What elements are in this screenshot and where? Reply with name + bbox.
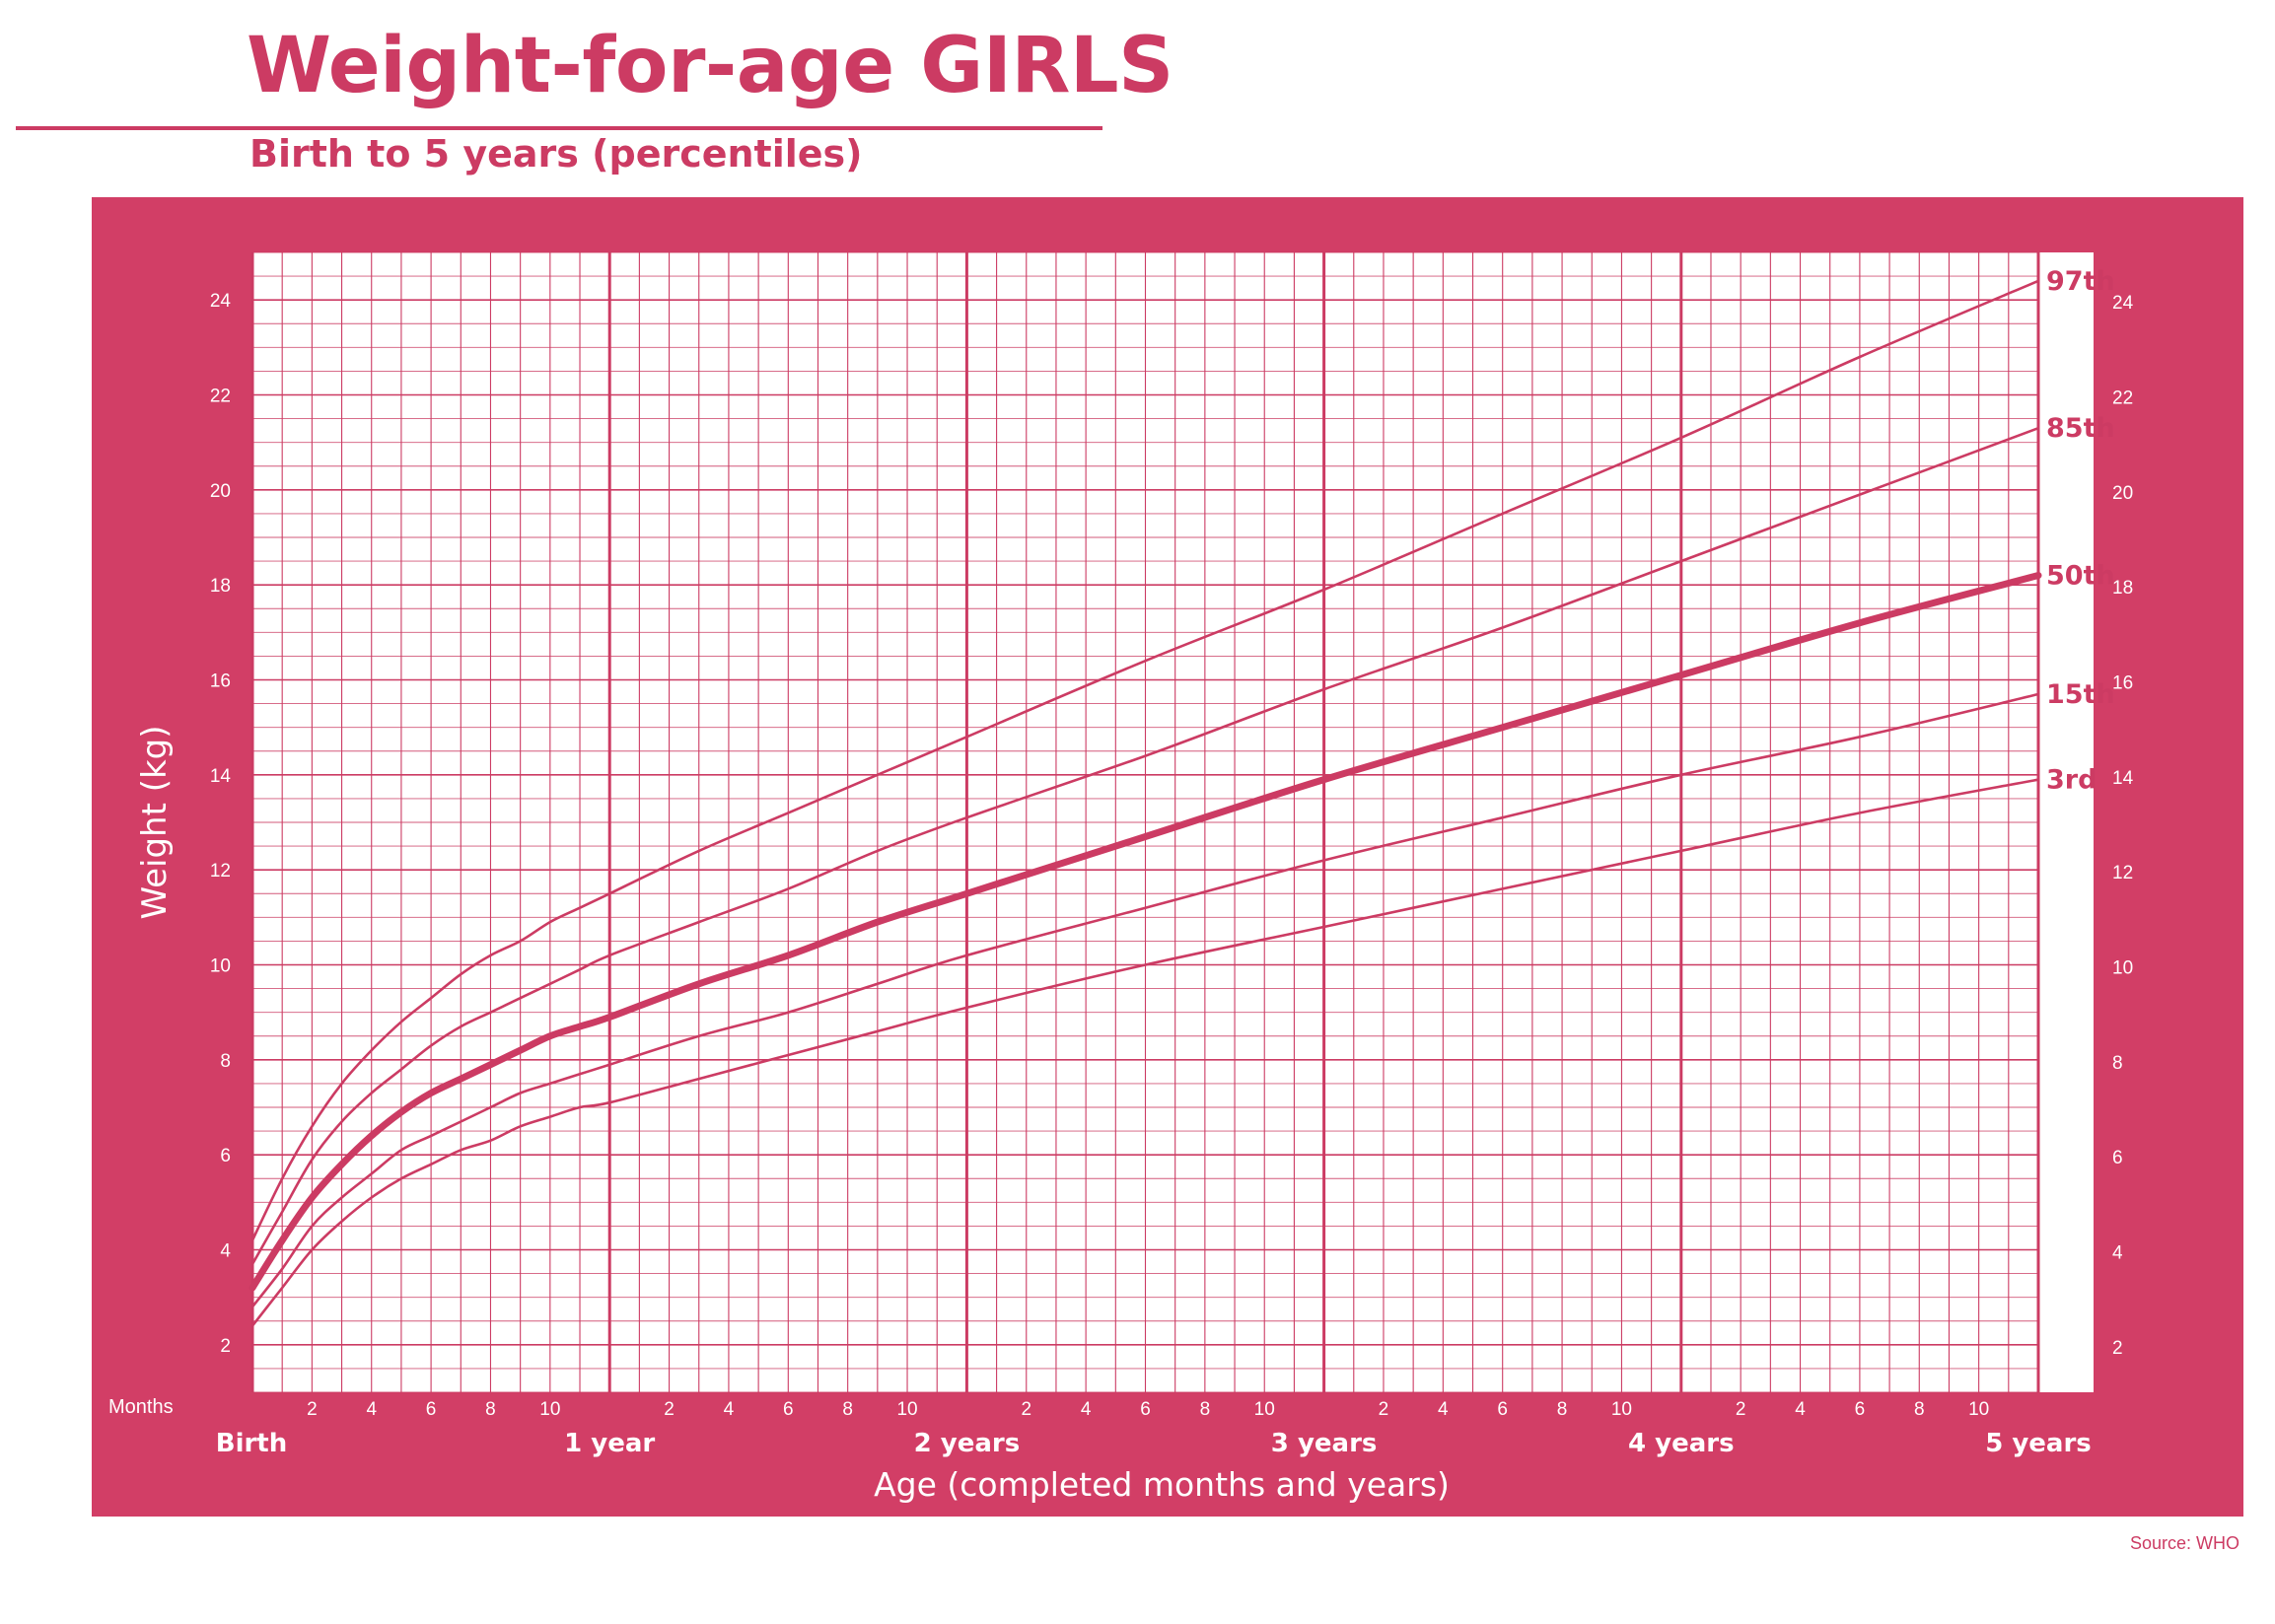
y-tick-label-left: 2 (220, 1336, 231, 1357)
month-tick-label: 4 (724, 1399, 735, 1420)
title-underline (16, 126, 1102, 130)
y-tick-label-right: 2 (2112, 1338, 2123, 1359)
y-tick-label-right: 8 (2112, 1053, 2123, 1074)
months-label: Months (108, 1396, 174, 1418)
y-tick-label-left: 6 (220, 1146, 231, 1166)
month-tick-label: 6 (426, 1399, 437, 1420)
month-tick-label: 4 (1081, 1399, 1092, 1420)
y-tick-label-left: 22 (210, 387, 231, 407)
month-tick-label: 2 (1379, 1399, 1389, 1420)
month-tick-label: 6 (783, 1399, 794, 1420)
y-tick-label-right: 24 (2112, 293, 2134, 314)
chart-title: Weight-for-age GIRLS (247, 22, 1173, 110)
y-tick-label-right: 6 (2112, 1148, 2123, 1168)
month-tick-label: 10 (1968, 1399, 1989, 1420)
month-tick-label: 4 (366, 1399, 377, 1420)
month-tick-label: 8 (1914, 1399, 1925, 1420)
month-tick-label: 10 (896, 1399, 917, 1420)
month-tick-label: 6 (1855, 1399, 1866, 1420)
percentile-line-3rd (250, 778, 2040, 1327)
percentile-line-15th (250, 692, 2040, 1308)
y-tick-label-right: 10 (2112, 958, 2133, 979)
month-tick-label: 4 (1438, 1399, 1449, 1420)
y-tick-label-right: 16 (2112, 673, 2133, 694)
y-axis-label: Weight (kg) (135, 725, 175, 919)
month-tick-label: 2 (1736, 1399, 1746, 1420)
y-tick-label-left: 14 (210, 766, 232, 787)
month-tick-label: 6 (1497, 1399, 1508, 1420)
y-tick-label-right: 12 (2112, 863, 2133, 883)
year-label: 1 year (564, 1429, 655, 1458)
y-tick-label-left: 4 (220, 1241, 231, 1262)
series-label-85th: 85th (2046, 413, 2115, 444)
month-tick-label: 8 (842, 1399, 853, 1420)
month-tick-label: 8 (1200, 1399, 1211, 1420)
y-tick-label-left: 8 (220, 1051, 231, 1072)
year-label: 5 years (1985, 1429, 2092, 1458)
month-tick-label: 8 (485, 1399, 496, 1420)
y-tick-label-left: 24 (210, 291, 232, 312)
month-tick-label: 8 (1557, 1399, 1568, 1420)
series-label-15th: 15th (2046, 679, 2115, 710)
series-label-50th: 50th (2046, 561, 2115, 592)
series-label-97th: 97th (2046, 266, 2115, 297)
y-tick-label-left: 10 (210, 956, 231, 977)
y-tick-label-right: 14 (2112, 768, 2134, 789)
percentile-line-50th (249, 572, 2042, 1292)
y-tick-label-left: 12 (210, 861, 231, 882)
month-tick-label: 6 (1140, 1399, 1151, 1420)
percentile-line-85th (250, 426, 2040, 1266)
month-tick-label: 2 (307, 1399, 318, 1420)
percentile-curves (249, 279, 2042, 1327)
month-tick-label: 2 (1021, 1399, 1031, 1420)
month-tick-label: 10 (539, 1399, 560, 1420)
y-tick-label-left: 16 (210, 671, 231, 692)
year-label: Birth (216, 1429, 288, 1458)
month-tick-label: 4 (1795, 1399, 1806, 1420)
series-label-3rd: 3rd (2046, 765, 2097, 796)
y-tick-label-right: 20 (2112, 483, 2133, 504)
year-label: 3 years (1271, 1429, 1378, 1458)
month-tick-label: 2 (664, 1399, 675, 1420)
y-tick-label-right: 18 (2112, 578, 2133, 599)
year-label: 4 years (1628, 1429, 1735, 1458)
y-tick-label-right: 4 (2112, 1243, 2123, 1264)
y-tick-label-right: 22 (2112, 388, 2133, 409)
y-tick-label-left: 20 (210, 481, 231, 502)
grid (250, 251, 2040, 1393)
year-label: 2 years (914, 1429, 1021, 1458)
y-tick-label-left: 18 (210, 576, 231, 597)
chart-subtitle: Birth to 5 years (percentiles) (249, 132, 863, 176)
source-note: Source: WHO (2129, 1533, 2239, 1553)
month-tick-label: 10 (1254, 1399, 1275, 1420)
month-tick-label: 10 (1611, 1399, 1632, 1420)
percentile-line-97th (250, 279, 2040, 1242)
x-axis-label: Age (completed months and years) (874, 1465, 1450, 1504)
